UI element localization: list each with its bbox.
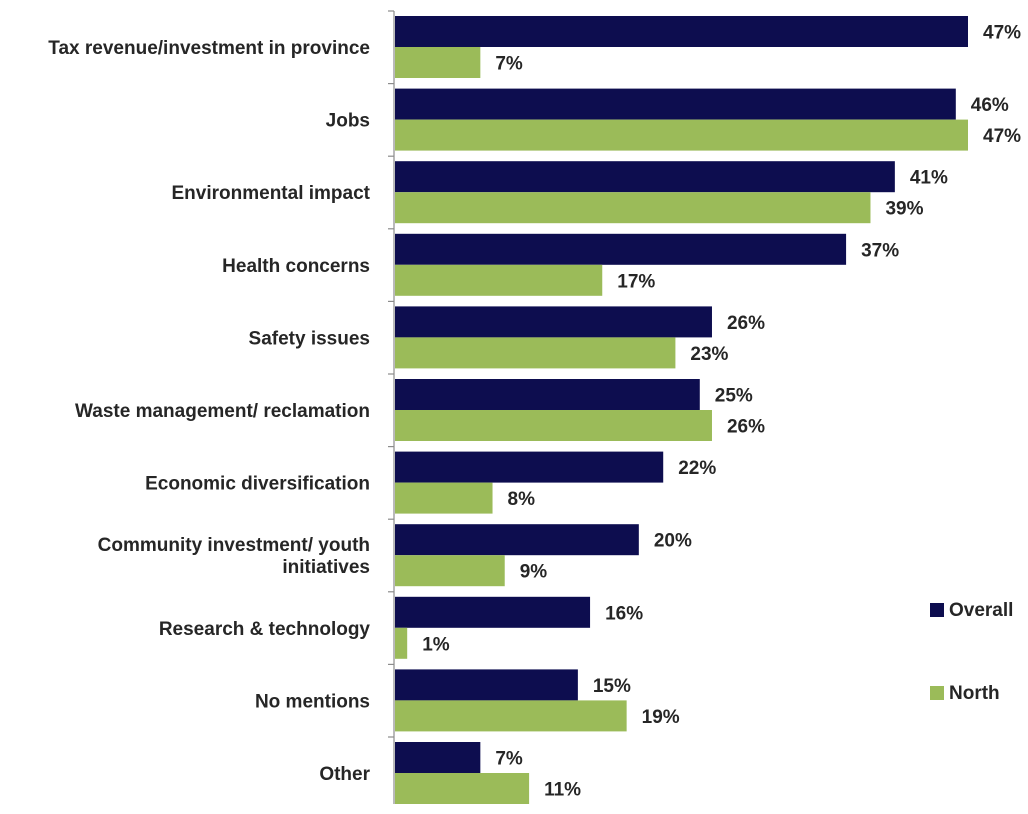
data-label-north: 11%	[544, 780, 581, 801]
data-label-overall: 15%	[593, 676, 631, 697]
category-label: Economic diversification	[145, 474, 370, 495]
category-label: Community investment/ youth initiatives	[98, 535, 370, 578]
data-label-overall: 25%	[715, 386, 753, 407]
bar-north	[395, 337, 676, 369]
category-label-line: Health concerns	[222, 256, 370, 277]
bar-north	[395, 192, 871, 224]
category-label: Jobs	[326, 111, 370, 132]
bar-overall	[395, 451, 664, 483]
category-label: Waste management/ reclamation	[75, 401, 370, 422]
category-label: Tax revenue/investment in province	[48, 38, 370, 59]
bar-overall	[395, 16, 968, 47]
bar-overall	[395, 306, 712, 338]
data-label-north: 23%	[690, 344, 728, 365]
bar-overall	[395, 669, 578, 701]
bar-overall	[395, 596, 591, 628]
category-label-line: Economic diversification	[145, 474, 370, 495]
data-label-overall: 7%	[495, 749, 523, 770]
bar-north	[395, 119, 968, 151]
category-label-line: Research & technology	[159, 619, 371, 640]
bar-north	[395, 264, 603, 296]
bar-overall	[395, 88, 956, 120]
bar-north	[395, 47, 481, 78]
data-label-north: 7%	[495, 54, 523, 75]
legend: Overall North	[930, 600, 1013, 704]
data-label-overall: 41%	[910, 168, 948, 189]
data-label-north: 17%	[617, 271, 655, 292]
data-label-north: 8%	[508, 489, 536, 510]
data-label-overall: 37%	[861, 240, 899, 261]
category-labels: Tax revenue/investment in province Jobs En…	[48, 38, 370, 785]
bar-north	[395, 627, 408, 659]
category-label-line: Tax revenue/investment in province	[48, 38, 370, 59]
data-label-north: 19%	[642, 707, 680, 728]
bar-north	[395, 555, 505, 587]
category-label: Safety issues	[249, 328, 370, 349]
bars-layer	[395, 16, 968, 804]
category-label-line: No mentions	[255, 691, 370, 712]
data-label-north: 26%	[727, 417, 765, 438]
bar-overall	[395, 524, 639, 556]
category-label-line: Jobs	[326, 111, 370, 132]
category-label: Environmental impact	[172, 183, 371, 204]
data-label-overall: 26%	[727, 313, 765, 334]
data-label-overall: 20%	[654, 531, 692, 552]
bar-overall	[395, 233, 847, 265]
category-label-line: Waste management/ reclamation	[75, 401, 370, 422]
category-label-line: Environmental impact	[172, 183, 371, 204]
bar-overall	[395, 161, 895, 193]
data-label-north: 9%	[520, 562, 548, 583]
data-label-overall: 46%	[971, 95, 1009, 116]
category-label: Research & technology	[159, 619, 371, 640]
bar-north	[395, 773, 530, 804]
category-label: No mentions	[255, 691, 370, 712]
bar-overall	[395, 742, 481, 773]
bar-north	[395, 482, 493, 514]
category-label-line: Other	[319, 764, 370, 785]
y-axis-ticks	[388, 10, 394, 811]
category-label-line: Safety issues	[249, 328, 370, 349]
data-label-north: 47%	[983, 126, 1021, 147]
category-label-line: initiatives	[282, 557, 370, 578]
legend-swatch-overall	[930, 603, 944, 617]
bar-north	[395, 700, 627, 732]
data-label-north: 39%	[885, 199, 923, 220]
data-label-overall: 16%	[605, 603, 643, 624]
bar-overall	[395, 379, 700, 410]
value-labels: 47% 7% 46% 47% 41% 39% 37% 17% 26% 23% 25% 26% 22% 8%…	[422, 23, 1021, 801]
data-label-overall: 22%	[678, 458, 716, 479]
legend-label-overall: Overall	[949, 600, 1013, 621]
legend-swatch-north	[930, 686, 944, 700]
bar-north	[395, 410, 712, 441]
category-label: Other	[319, 764, 370, 785]
category-label-line: Community investment/ youth	[98, 535, 370, 556]
category-label: Health concerns	[222, 256, 370, 277]
legend-label-north: North	[949, 683, 1000, 704]
data-label-overall: 47%	[983, 23, 1021, 44]
data-label-north: 1%	[422, 634, 450, 655]
